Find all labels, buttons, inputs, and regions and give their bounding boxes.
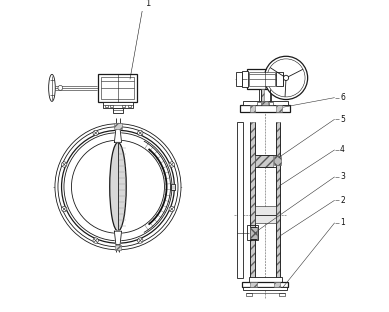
Circle shape	[93, 130, 98, 136]
Circle shape	[61, 206, 67, 212]
Circle shape	[61, 162, 67, 167]
Bar	[245, 293, 252, 296]
Bar	[250, 122, 256, 278]
Circle shape	[58, 127, 178, 247]
Bar	[247, 225, 258, 240]
Bar	[102, 77, 135, 99]
Bar	[242, 282, 288, 287]
Bar	[275, 122, 280, 278]
Circle shape	[74, 142, 162, 231]
Bar	[274, 156, 280, 165]
Circle shape	[267, 59, 305, 97]
Circle shape	[169, 162, 174, 167]
Circle shape	[58, 85, 63, 90]
Bar	[103, 102, 133, 108]
Circle shape	[55, 124, 181, 250]
Bar	[105, 105, 108, 107]
Text: 1: 1	[145, 0, 150, 8]
Text: 2: 2	[340, 196, 345, 205]
Ellipse shape	[110, 143, 126, 231]
Bar	[98, 74, 137, 102]
Bar	[242, 101, 287, 105]
Circle shape	[138, 238, 143, 243]
Bar	[172, 184, 175, 190]
Circle shape	[169, 206, 174, 212]
Bar	[259, 89, 271, 101]
Text: 6: 6	[340, 93, 345, 102]
Bar	[128, 105, 131, 107]
Polygon shape	[114, 231, 122, 245]
Bar	[256, 155, 273, 167]
Bar	[115, 245, 121, 250]
Polygon shape	[114, 129, 122, 142]
Circle shape	[93, 238, 98, 243]
Circle shape	[284, 75, 289, 80]
Text: 5: 5	[340, 115, 345, 124]
Bar	[242, 71, 248, 87]
Bar	[110, 105, 114, 107]
Bar	[275, 105, 282, 112]
Bar	[250, 282, 257, 287]
Text: 1: 1	[340, 218, 345, 227]
Bar	[261, 89, 264, 101]
Circle shape	[72, 140, 165, 233]
Bar	[279, 293, 284, 296]
Bar	[274, 282, 280, 287]
Text: 3: 3	[340, 172, 345, 181]
Bar	[249, 71, 275, 86]
Circle shape	[138, 130, 143, 136]
Bar	[257, 102, 261, 105]
Bar	[112, 108, 123, 113]
Bar	[236, 71, 242, 85]
Bar	[249, 277, 282, 283]
Bar	[240, 105, 290, 112]
Bar	[275, 71, 283, 85]
Bar	[114, 124, 122, 129]
Bar	[237, 122, 242, 278]
Circle shape	[61, 130, 174, 243]
Bar	[244, 287, 287, 290]
Bar	[250, 227, 257, 239]
Bar	[250, 105, 256, 112]
Text: 4: 4	[340, 145, 345, 154]
Ellipse shape	[49, 74, 55, 101]
Bar	[262, 101, 268, 105]
Bar	[247, 69, 277, 89]
Bar	[269, 102, 273, 105]
Circle shape	[265, 56, 308, 100]
Bar	[123, 105, 126, 107]
Bar	[256, 207, 275, 223]
Circle shape	[64, 133, 172, 241]
